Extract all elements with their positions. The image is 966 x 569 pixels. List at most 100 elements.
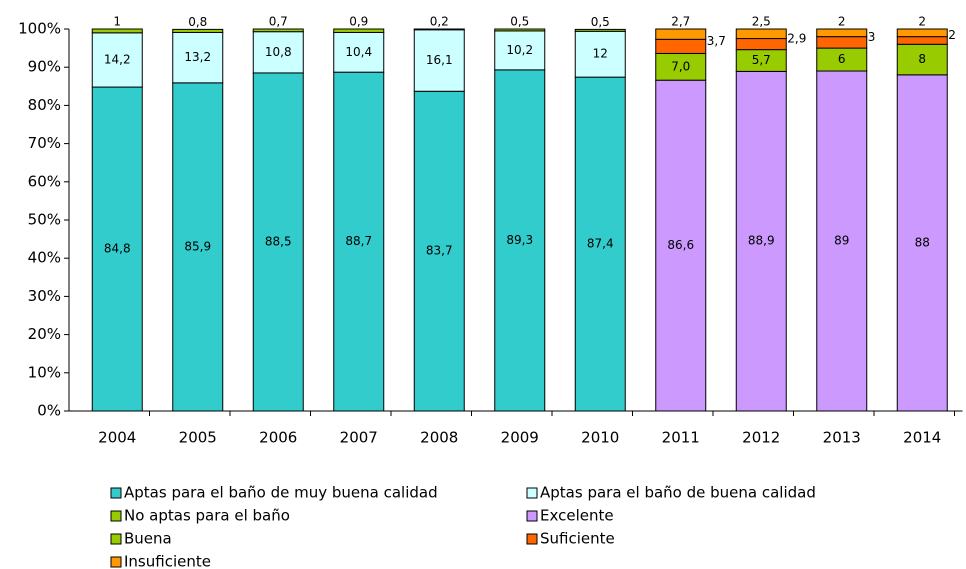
bar-segment (816, 70, 868, 412)
bar-segment (333, 28, 385, 33)
data-label: 10,8 (265, 45, 292, 59)
data-label: 2,7 (671, 15, 690, 29)
legend-swatch (526, 487, 538, 499)
data-label: 8 (918, 52, 926, 66)
data-label: 87,4 (587, 237, 614, 251)
data-label: 2 (948, 28, 956, 42)
data-label: 2,9 (787, 32, 806, 46)
y-tick-label: 90% (28, 58, 61, 76)
bar-segment (816, 36, 868, 49)
x-tick-label: 2012 (742, 429, 780, 447)
bar-segment (91, 32, 143, 88)
x-tick-label: 2013 (823, 429, 861, 447)
legend-label: No aptas para el baño (124, 507, 290, 525)
data-label: 5,7 (752, 53, 771, 67)
x-tick-label: 2010 (581, 429, 619, 447)
legend-label: Aptas para el baño de muy buena calidad (124, 484, 438, 502)
bar-segment (413, 90, 465, 412)
data-label: 13,2 (184, 50, 211, 64)
bar-segment (574, 76, 626, 412)
data-label: 89,3 (506, 233, 533, 247)
bar-segment (252, 28, 304, 33)
legend-label: Insuficiente (124, 553, 211, 569)
y-tick-label: 100% (18, 20, 61, 38)
bar-segment (574, 30, 626, 78)
data-label: 2,5 (752, 15, 771, 29)
x-tick-label: 2009 (501, 429, 539, 447)
x-tick-label: 2014 (903, 429, 941, 447)
legend-swatch (526, 533, 538, 545)
data-label: 0,9 (349, 15, 368, 29)
bar-segment (252, 31, 304, 74)
y-tick-label: 10% (28, 363, 61, 381)
data-label: 1 (113, 15, 121, 29)
legend-swatch (110, 487, 122, 499)
data-label: 16,1 (426, 53, 453, 67)
data-label: 10,4 (345, 45, 372, 59)
bar-segment (494, 28, 546, 32)
y-tick-label: 40% (28, 249, 61, 267)
data-label: 3 (868, 30, 876, 44)
x-tick-label: 2008 (420, 429, 458, 447)
bar-segment (655, 38, 707, 54)
data-label: 84,8 (104, 242, 131, 256)
bar-segment (91, 86, 143, 412)
data-label: 0,8 (188, 15, 207, 29)
bar-segment (172, 31, 224, 84)
bar-segment (896, 28, 948, 38)
bar-segment (655, 28, 707, 40)
y-tick-label: 70% (28, 134, 61, 152)
x-tick-label: 2011 (662, 429, 700, 447)
bar-segment (172, 82, 224, 412)
data-label: 2 (838, 15, 846, 29)
data-label: 3,7 (707, 34, 726, 48)
bar-segment (333, 31, 385, 73)
x-tick-label: 2007 (340, 429, 378, 447)
bar-segment (494, 30, 546, 71)
data-label: 0,5 (591, 15, 610, 29)
data-label: 85,9 (184, 239, 211, 253)
legend-label: Buena (124, 530, 172, 548)
y-tick-label: 80% (28, 96, 61, 114)
legend-swatch (110, 556, 122, 568)
legend-swatch (110, 533, 122, 545)
bar-segment (896, 36, 948, 45)
data-label: 10,2 (506, 43, 533, 57)
x-tick-label: 2005 (179, 429, 217, 447)
data-label: 88,5 (265, 234, 292, 248)
bar-segment (896, 43, 948, 76)
x-tick-label: 2006 (259, 429, 297, 447)
legend-label: Aptas para el baño de buena calidad (540, 484, 816, 502)
legend-swatch (110, 510, 122, 522)
bar-segment (413, 29, 465, 92)
legend-swatch (526, 510, 538, 522)
x-tick-label: 2004 (98, 429, 136, 447)
bar-segment (735, 70, 787, 412)
bar-segment (494, 69, 546, 412)
data-label: 2 (918, 15, 926, 29)
bar-segment (655, 79, 707, 412)
y-tick-label: 60% (28, 172, 61, 190)
bar-segment (574, 28, 626, 32)
bar-segment (896, 74, 948, 412)
bar-segment (413, 28, 465, 31)
bar-segment (735, 38, 787, 51)
bar-segment (91, 28, 143, 34)
legend-label: Suficiente (540, 530, 615, 548)
data-label: 12 (593, 47, 608, 61)
data-label: 89 (834, 234, 849, 248)
y-tick-label: 30% (28, 287, 61, 305)
bar-segment (816, 28, 868, 38)
data-label: 6 (838, 52, 846, 66)
data-label: 0,5 (510, 15, 529, 29)
data-label: 14,2 (104, 52, 131, 66)
data-label: 0,7 (269, 15, 288, 29)
y-tick-label: 20% (28, 325, 61, 343)
bar-segment (252, 72, 304, 412)
bar-segment (735, 28, 787, 40)
data-label: 86,6 (667, 238, 694, 252)
data-label: 88 (915, 235, 930, 249)
y-tick-label: 50% (28, 211, 61, 229)
data-label: 88,9 (748, 234, 775, 248)
